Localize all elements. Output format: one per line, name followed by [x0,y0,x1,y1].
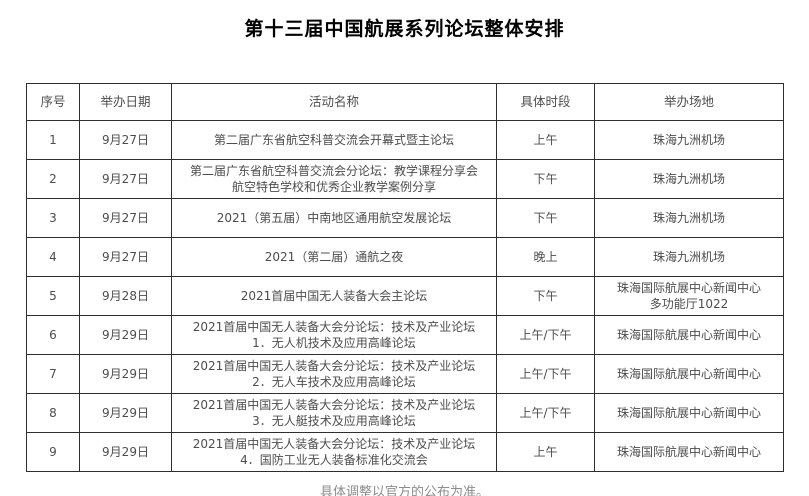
cell-date: 9月27日 [79,120,172,160]
header-venue: 举办场地 [594,83,784,121]
cell-activity: 2021首届中国无人装备大会分论坛：技术及产业论坛 3．无人艇技术及应用高峰论坛 [171,393,497,433]
cell-date: 9月29日 [79,432,172,472]
cell-line: 2021首届中国无人装备大会分论坛：技术及产业论坛 [192,319,476,334]
cell-line: 珠海九洲机场 [652,171,725,186]
cell-date: 9月29日 [79,393,172,433]
cell-venue: 珠海九洲机场 [594,237,784,277]
header-date: 举办日期 [79,83,172,121]
cell-activity: 2021（第五届）中南地区通用航空发展论坛 [171,198,497,238]
cell-time: 上午/下午 [496,315,595,355]
table-row: 7 9月29日 2021首届中国无人装备大会分论坛：技术及产业论坛 2．无人车技术… [26,354,784,394]
page-title: 第十三届中国航展系列论坛整体安排 [244,18,565,40]
cell-seq: 6 [26,315,80,355]
cell-line: 3．无人艇技术及应用高峰论坛 [252,414,416,428]
cell-time: 下午 [496,276,595,316]
cell-venue: 珠海国际航展中心新闻中心 [594,432,784,472]
cell-line: 1．无人机技术及应用高峰论坛 [252,336,416,350]
table-body: 1 9月27日 第二届广东省航空科普交流会开幕式暨主论坛 上午 珠海九洲机场 2… [26,120,784,472]
cell-activity: 2021（第二届）通航之夜 [171,237,497,277]
cell-line: 2021（第五届）中南地区通用航空发展论坛 [216,210,452,225]
cell-activity: 第二届广东省航空科普交流会开幕式暨主论坛 [171,120,497,160]
cell-seq: 9 [26,432,80,472]
cell-activity: 2021首届中国无人装备大会分论坛：技术及产业论坛 4．国防工业无人装备标准化交流… [171,432,497,472]
schedule-table: 序号 举办日期 活动名称 具体时段 举办场地 1 9月27日 第二届广东省航空科… [26,83,784,472]
cell-time: 晚上 [496,237,595,277]
cell-line: 珠海九洲机场 [652,249,725,264]
cell-line: 2021首届中国无人装备大会主论坛 [240,288,428,303]
cell-date: 9月28日 [79,276,172,316]
cell-seq: 7 [26,354,80,394]
cell-time: 上午/下午 [496,393,595,433]
cell-date: 9月27日 [79,198,172,238]
cell-activity: 第二届广东省航空科普交流会分论坛：教学课程分享会 航空特色学校和优秀企业教学案例分… [171,159,497,199]
cell-activity: 2021首届中国无人装备大会主论坛 [171,276,497,316]
cell-time: 下午 [496,198,595,238]
cell-line: 珠海国际航展中心新闻中心 [616,405,761,420]
cell-venue: 珠海国际航展中心新闻中心 [594,354,784,394]
table-row: 1 9月27日 第二届广东省航空科普交流会开幕式暨主论坛 上午 珠海九洲机场 [26,120,784,160]
cell-date: 9月29日 [79,315,172,355]
cell-date: 9月29日 [79,354,172,394]
cell-date: 9月27日 [79,237,172,277]
table-row: 6 9月29日 2021首届中国无人装备大会分论坛：技术及产业论坛 1．无人机技术… [26,315,784,355]
table-header-row: 序号 举办日期 活动名称 具体时段 举办场地 [26,83,784,121]
header-seq: 序号 [26,83,80,121]
cell-line: 4．国防工业无人装备标准化交流会 [240,453,428,467]
cell-venue: 珠海国际航展中心新闻中心 多功能厅1022 [594,276,784,316]
cell-line: 珠海九洲机场 [652,132,725,147]
cell-line: 航空特色学校和优秀企业教学案例分享 [231,180,436,194]
cell-activity: 2021首届中国无人装备大会分论坛：技术及产业论坛 2．无人车技术及应用高峰论坛 [171,354,497,394]
table-row: 2 9月27日 第二届广东省航空科普交流会分论坛：教学课程分享会 航空特色学校和优… [26,159,784,199]
table-row: 8 9月29日 2021首届中国无人装备大会分论坛：技术及产业论坛 3．无人艇技术… [26,393,784,433]
table-row: 9 9月29日 2021首届中国无人装备大会分论坛：技术及产业论坛 4．国防工业无… [26,432,784,472]
cell-line: 2021（第二届）通航之夜 [264,249,404,264]
table-row: 3 9月27日 2021（第五届）中南地区通用航空发展论坛 下午 珠海九洲机场 [26,198,784,238]
cell-line: 2．无人车技术及应用高峰论坛 [252,375,416,389]
cell-line: 2021首届中国无人装备大会分论坛：技术及产业论坛 [192,436,476,451]
cell-venue: 珠海国际航展中心新闻中心 [594,315,784,355]
cell-line: 第二届广东省航空科普交流会开幕式暨主论坛 [213,132,454,147]
cell-line: 珠海国际航展中心新闻中心 [616,327,761,342]
cell-activity: 2021首届中国无人装备大会分论坛：技术及产业论坛 1．无人机技术及应用高峰论坛 [171,315,497,355]
cell-line: 珠海国际航展中心新闻中心 [616,444,761,459]
cell-line: 2021首届中国无人装备大会分论坛：技术及产业论坛 [192,358,476,373]
cell-line: 珠海国际航展中心新闻中心 [616,280,761,295]
footer-note: 具体调整以官方的公布为准。 [319,485,489,496]
cell-time: 上午 [496,432,595,472]
cell-venue: 珠海国际航展中心新闻中心 [594,393,784,433]
cell-venue: 珠海九洲机场 [594,159,784,199]
cell-line: 珠海九洲机场 [652,210,725,225]
cell-time: 下午 [496,159,595,199]
header-activity: 活动名称 [171,83,497,121]
cell-seq: 3 [26,198,80,238]
cell-time: 上午 [496,120,595,160]
cell-seq: 2 [26,159,80,199]
header-time: 具体时段 [496,83,595,121]
cell-seq: 8 [26,393,80,433]
cell-venue: 珠海九洲机场 [594,198,784,238]
cell-seq: 4 [26,237,80,277]
cell-line: 第二届广东省航空科普交流会分论坛：教学课程分享会 [189,163,478,178]
cell-venue: 珠海九洲机场 [594,120,784,160]
cell-date: 9月27日 [79,159,172,199]
table-row: 5 9月28日 2021首届中国无人装备大会主论坛 下午 珠海国际航展中心新闻中… [26,276,784,316]
cell-line: 2021首届中国无人装备大会分论坛：技术及产业论坛 [192,397,476,412]
cell-seq: 5 [26,276,80,316]
cell-time: 上午/下午 [496,354,595,394]
cell-line: 珠海国际航展中心新闻中心 [616,366,761,381]
cell-seq: 1 [26,120,80,160]
cell-line: 多功能厅1022 [649,297,729,311]
table-row: 4 9月27日 2021（第二届）通航之夜 晚上 珠海九洲机场 [26,237,784,277]
